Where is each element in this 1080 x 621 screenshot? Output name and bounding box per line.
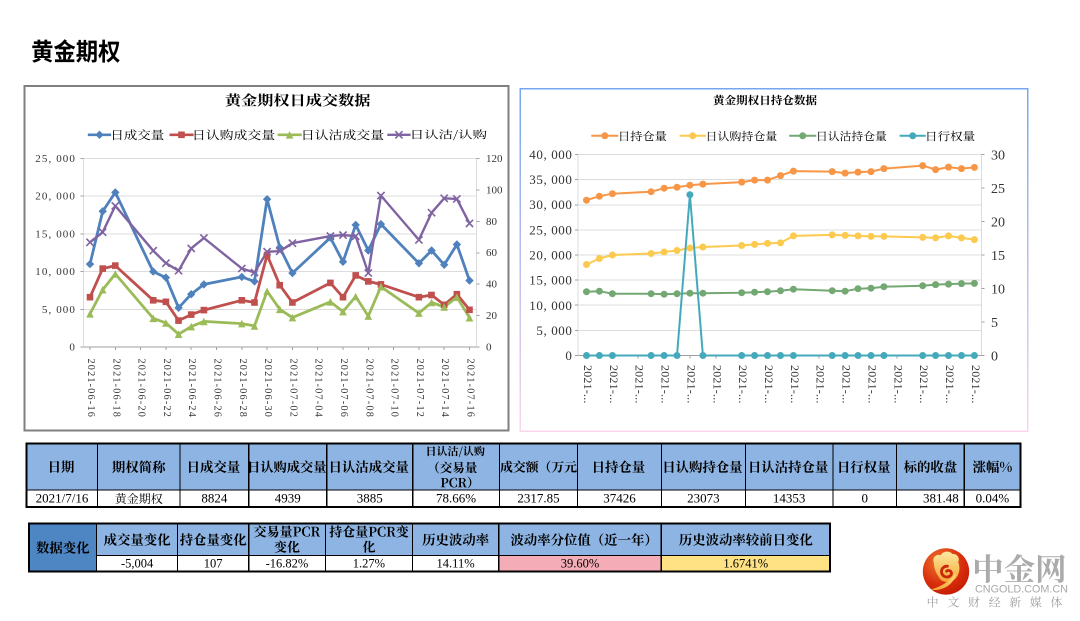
svg-text:2021-...: 2021-... [762, 365, 776, 404]
svg-text:3885: 3885 [357, 491, 383, 506]
svg-text:5, 000: 5, 000 [536, 323, 572, 338]
svg-text:1.27%: 1.27% [353, 557, 385, 571]
svg-text:10, 000: 10, 000 [35, 266, 76, 278]
svg-text:0: 0 [486, 342, 492, 354]
svg-text:0.04%: 0.04% [976, 491, 1010, 506]
svg-text:0: 0 [565, 348, 572, 363]
svg-text:2021-07-02: 2021-07-02 [287, 359, 298, 419]
svg-text:2021-...: 2021-... [659, 365, 673, 404]
svg-text:2021-06-16: 2021-06-16 [85, 359, 96, 419]
svg-text:25, 000: 25, 000 [529, 222, 572, 237]
svg-text:14353: 14353 [773, 491, 806, 506]
svg-text:5, 000: 5, 000 [42, 304, 76, 316]
svg-text:40, 000: 40, 000 [529, 147, 572, 162]
svg-text:37426: 37426 [603, 491, 636, 506]
svg-text:2021-06-22: 2021-06-22 [161, 359, 172, 419]
svg-text:CNGOLD.COM.CN: CNGOLD.COM.CN [975, 584, 1068, 596]
svg-text:0: 0 [69, 342, 76, 354]
svg-text:20, 000: 20, 000 [35, 191, 76, 203]
svg-text:2021/7/16: 2021/7/16 [36, 491, 89, 506]
svg-text:2021-...: 2021-... [710, 365, 724, 404]
svg-text:-16.82%: -16.82% [266, 557, 309, 571]
svg-text:30, 000: 30, 000 [529, 197, 572, 212]
svg-text:2021-07-14: 2021-07-14 [439, 359, 450, 419]
svg-text:2021-...: 2021-... [736, 365, 750, 404]
svg-text:120: 120 [486, 153, 503, 165]
svg-text:25: 25 [991, 182, 1005, 197]
svg-text:2021-...: 2021-... [943, 365, 957, 404]
svg-text:20, 000: 20, 000 [529, 248, 572, 263]
svg-text:2317.85: 2317.85 [517, 491, 559, 506]
svg-text:78.66%: 78.66% [436, 491, 476, 506]
svg-text:20: 20 [486, 310, 498, 322]
svg-text:4939: 4939 [275, 491, 301, 506]
svg-text:2021-07-04: 2021-07-04 [313, 359, 324, 419]
svg-text:80: 80 [486, 216, 498, 228]
svg-text:0: 0 [861, 491, 868, 506]
svg-text:2021-...: 2021-... [633, 365, 647, 404]
svg-text:8824: 8824 [201, 491, 228, 506]
svg-text:15, 000: 15, 000 [35, 228, 76, 240]
svg-text:2021-...: 2021-... [917, 365, 931, 404]
svg-text:40: 40 [486, 279, 498, 291]
svg-text:381.48: 381.48 [923, 491, 959, 506]
svg-text:2021-07-06: 2021-07-06 [338, 359, 349, 419]
svg-text:2021-06-26: 2021-06-26 [212, 359, 223, 419]
svg-text:2021-06-30: 2021-06-30 [262, 359, 273, 419]
svg-text:2021-...: 2021-... [969, 365, 983, 404]
svg-text:2021-...: 2021-... [840, 365, 854, 404]
svg-text:2021-...: 2021-... [581, 365, 595, 404]
svg-text:2021-06-24: 2021-06-24 [186, 359, 197, 419]
svg-text:39.60%: 39.60% [561, 557, 600, 571]
svg-text:15, 000: 15, 000 [529, 273, 572, 288]
svg-text:2021-07-08: 2021-07-08 [363, 359, 374, 419]
svg-text:2021-06-20: 2021-06-20 [136, 359, 147, 419]
svg-text:2021-...: 2021-... [891, 365, 905, 404]
svg-text:5: 5 [991, 316, 998, 331]
svg-text:60: 60 [486, 247, 498, 259]
svg-text:2021-06-18: 2021-06-18 [110, 359, 121, 419]
svg-text:23073: 23073 [687, 491, 720, 506]
svg-text:2021-06-28: 2021-06-28 [237, 359, 248, 419]
svg-text:-5,004: -5,004 [121, 557, 154, 571]
svg-text:100: 100 [486, 184, 503, 196]
svg-text:0: 0 [991, 350, 998, 365]
svg-text:2021-07-16: 2021-07-16 [465, 359, 476, 419]
svg-text:107: 107 [204, 557, 223, 571]
svg-text:2021-...: 2021-... [607, 365, 621, 404]
svg-text:35, 000: 35, 000 [529, 172, 572, 187]
svg-text:2021-...: 2021-... [788, 365, 802, 404]
svg-text:10: 10 [991, 283, 1005, 298]
svg-text:2021-...: 2021-... [866, 365, 880, 404]
svg-text:15: 15 [991, 249, 1005, 264]
svg-text:2021-...: 2021-... [814, 365, 828, 404]
svg-text:2021-07-12: 2021-07-12 [414, 359, 425, 419]
svg-text:2021-...: 2021-... [684, 365, 698, 404]
svg-text:25, 000: 25, 000 [35, 153, 76, 165]
svg-text:2021-07-10: 2021-07-10 [389, 359, 400, 419]
svg-text:14.11%: 14.11% [437, 557, 475, 571]
svg-text:30: 30 [991, 149, 1005, 164]
svg-text:20: 20 [991, 216, 1005, 231]
svg-text:1.6741%: 1.6741% [723, 557, 768, 571]
svg-text:10, 000: 10, 000 [529, 298, 572, 313]
